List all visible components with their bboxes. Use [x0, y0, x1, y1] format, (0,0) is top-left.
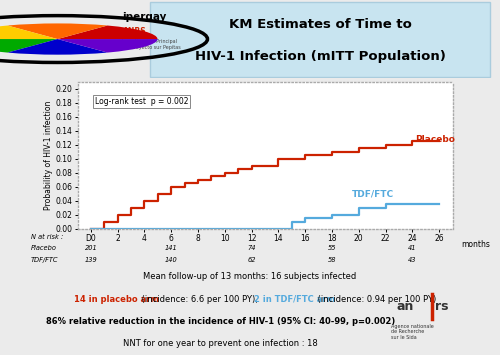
Y-axis label: Probability of HIV-1 infection: Probability of HIV-1 infection: [44, 100, 53, 210]
Text: TDF/FTC: TDF/FTC: [30, 257, 58, 263]
Wedge shape: [58, 39, 158, 53]
Text: 86% relative reduction in the incidence of HIV-1 (95% CI: 40-99, p=0.002): 86% relative reduction in the incidence …: [46, 317, 395, 326]
Wedge shape: [0, 26, 58, 39]
Text: 58: 58: [328, 257, 336, 263]
Text: NNT for one year to prevent one infection : 18: NNT for one year to prevent one infectio…: [123, 339, 318, 348]
Text: (incidence: 0.94 per 100 PY): (incidence: 0.94 per 100 PY): [315, 295, 436, 304]
Text: an: an: [396, 300, 414, 313]
Wedge shape: [8, 23, 108, 39]
Text: KM Estimates of Time to: KM Estimates of Time to: [228, 18, 412, 32]
Text: Log-rank test  p = 0.002: Log-rank test p = 0.002: [95, 97, 188, 106]
Text: 74: 74: [248, 245, 256, 251]
Text: 14 in placebo arm: 14 in placebo arm: [74, 295, 159, 304]
Text: 62: 62: [248, 257, 256, 263]
Text: 55: 55: [328, 245, 336, 251]
Text: ipergay: ipergay: [122, 12, 167, 22]
Text: Agence nationale
de Recherche
sur le Sida: Agence nationale de Recherche sur le Sid…: [391, 324, 434, 340]
Text: 43: 43: [408, 257, 416, 263]
Text: Investigación Principal
del Proyecto sur Pepitas: Investigación Principal del Proyecto sur…: [122, 39, 181, 50]
Text: (incidence: 6.6 per 100 PY),: (incidence: 6.6 per 100 PY),: [139, 295, 260, 304]
Text: Placebo: Placebo: [30, 245, 56, 251]
Text: months: months: [461, 240, 490, 249]
Text: 2 in TDF/FTC arm: 2 in TDF/FTC arm: [254, 295, 335, 304]
Text: 139: 139: [84, 257, 98, 263]
Text: Placebo: Placebo: [415, 135, 455, 144]
Text: 41: 41: [408, 245, 416, 251]
Text: 141: 141: [165, 245, 177, 251]
Wedge shape: [8, 39, 108, 55]
Text: Mean follow-up of 13 months: 16 subjects infected: Mean follow-up of 13 months: 16 subjects…: [144, 273, 356, 282]
Wedge shape: [58, 26, 158, 39]
Text: N at risk :: N at risk :: [30, 235, 63, 240]
Text: TDF/FTC: TDF/FTC: [352, 190, 394, 198]
Text: rs: rs: [435, 300, 448, 313]
Text: HIV-1 Infection (mITT Population): HIV-1 Infection (mITT Population): [194, 50, 446, 63]
FancyBboxPatch shape: [150, 1, 490, 77]
Text: ANRS: ANRS: [122, 27, 146, 36]
Text: 140: 140: [165, 257, 177, 263]
Text: 201: 201: [84, 245, 98, 251]
Wedge shape: [0, 39, 58, 53]
